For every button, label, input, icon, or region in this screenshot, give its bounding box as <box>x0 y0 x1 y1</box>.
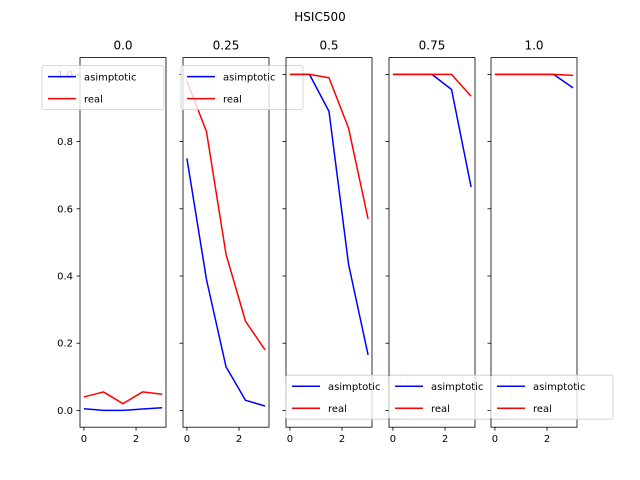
legend-label: real <box>84 95 103 106</box>
subplot-title: 0.0 <box>113 39 132 53</box>
y-tick-label: 0.2 <box>57 339 73 350</box>
y-tick-label: 0.4 <box>57 272 73 283</box>
legend-label: real <box>431 404 450 415</box>
legend: asimptotic real <box>388 374 512 420</box>
subplot-title: 0.5 <box>319 39 338 53</box>
subplot-1: 0.25 0 2 asimptotic real <box>179 39 304 445</box>
subplot-4: 1.0 0 2 asimptotic real <box>487 39 614 445</box>
series-line-real <box>83 391 163 405</box>
subplot-3: 0.75 0 2 asimptotic real <box>385 39 512 445</box>
legend-label: asimptotic <box>533 382 585 393</box>
legend: asimptotic real <box>41 65 165 110</box>
legend-label: asimptotic <box>84 73 136 84</box>
x-tick-label: 2 <box>339 434 345 445</box>
legend: asimptotic real <box>490 374 614 420</box>
axes-frame <box>490 57 578 428</box>
y-tick-label: 0.8 <box>57 137 73 148</box>
subplot-title: 0.25 <box>213 39 240 53</box>
legend-label: asimptotic <box>431 382 483 393</box>
axes-frame <box>285 57 373 428</box>
x-tick-label: 0 <box>81 434 87 445</box>
legend: asimptotic real <box>180 65 304 110</box>
legend-label: real <box>328 404 347 415</box>
legend-label: asimptotic <box>223 73 275 84</box>
legend-label: asimptotic <box>328 382 380 393</box>
x-tick-label: 2 <box>133 434 139 445</box>
y-tick-label: 0.0 <box>57 406 73 417</box>
x-tick-label: 2 <box>442 434 448 445</box>
series-line-asimptotic <box>186 158 266 407</box>
x-tick-label: 2 <box>236 434 242 445</box>
legend-label: real <box>533 404 552 415</box>
legend: asimptotic real <box>285 374 409 420</box>
figure-suptitle: HSIC500 <box>294 10 345 24</box>
series-line-asimptotic <box>83 406 163 412</box>
subplot-title: 1.0 <box>524 39 543 53</box>
axes-frame <box>79 57 167 428</box>
x-tick-label: 0 <box>390 434 396 445</box>
legend-label: real <box>223 95 242 106</box>
subplot-title: 0.75 <box>419 39 446 53</box>
subplot-2: 0.5 0 2 asimptotic real <box>282 39 409 445</box>
series-line-real <box>289 73 369 220</box>
x-tick-label: 0 <box>184 434 190 445</box>
x-tick-label: 0 <box>492 434 498 445</box>
series-line-real <box>494 73 574 77</box>
axes-frame <box>182 57 270 428</box>
y-tick-label: 0.6 <box>57 204 73 215</box>
subplots: 0.0020.00.20.40.60.81.0asimptoticreal0.2… <box>41 39 614 445</box>
x-tick-label: 0 <box>287 434 293 445</box>
axes-frame <box>388 57 476 428</box>
series-line-real <box>186 80 266 351</box>
x-tick-label: 2 <box>544 434 550 445</box>
series-line-real <box>392 73 472 97</box>
